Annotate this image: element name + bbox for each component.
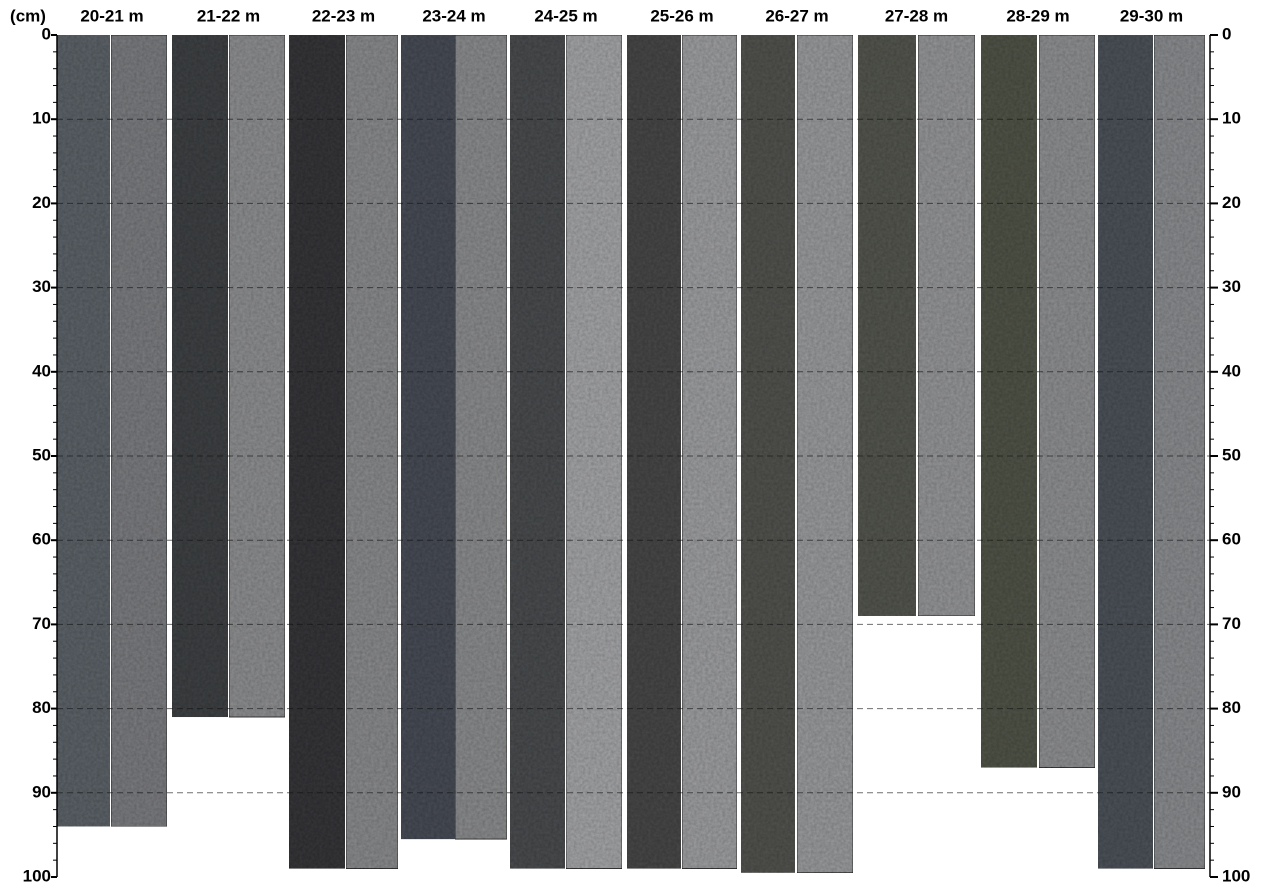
core-label: 25-26 m [650,6,713,25]
y-tick-label-left: 10 [32,109,51,128]
core-label: 22-23 m [312,6,375,25]
core-ct [455,35,507,839]
y-tick-label-right: 50 [1222,445,1241,464]
core-photo [627,35,681,869]
y-tick-label-right: 10 [1222,109,1241,128]
core-label: 26-27 m [765,6,828,25]
core-photo [289,35,345,869]
core-label: 24-25 m [534,6,597,25]
y-tick-label-left: 30 [32,277,51,296]
y-tick-label-left: 50 [32,445,51,464]
core-photo [57,35,110,826]
core-ct [918,35,975,616]
core-figure: (cm) 20-21 m 21-22 m 22-23 m 23-24 m 24-25 m… [0,0,1264,891]
core-label: 29-30 m [1120,6,1183,25]
y-tick-label-right: 40 [1222,361,1241,380]
y-tick-label-left: 40 [32,361,51,380]
core-ct [1039,35,1095,768]
y-tick-label-left: 100 [23,866,51,885]
y-tick-label-right: 30 [1222,277,1241,296]
y-tick-label-right: 80 [1222,698,1241,717]
core-photo [172,35,228,717]
core-label: 28-29 m [1006,6,1069,25]
core-ct [111,35,167,826]
y-tick-label-right: 70 [1222,614,1241,633]
core-ct [229,35,285,717]
y-tick-label-left: 0 [42,24,51,43]
core-ct [566,35,622,869]
unit-label: (cm) [10,6,46,25]
y-tick-label-right: 20 [1222,193,1241,212]
core-label: 27-28 m [885,6,948,25]
y-tick-label-left: 20 [32,193,51,212]
core-photo [510,35,565,869]
core-photo [858,35,916,616]
core-ct [1154,35,1205,869]
core-label: 23-24 m [422,6,485,25]
core-label: 20-21 m [80,6,143,25]
core-photo [741,35,795,873]
y-tick-label-right: 100 [1222,866,1250,885]
y-tick-label-left: 80 [32,698,51,717]
core-photo [1098,35,1153,869]
core-ct [346,35,398,869]
core-photo [401,35,455,839]
y-tick-label-right: 60 [1222,530,1241,549]
core-ct [797,35,853,873]
y-tick-label-right: 0 [1222,24,1231,43]
core-ct [682,35,737,869]
y-tick-label-left: 70 [32,614,51,633]
y-tick-label-left: 90 [32,782,51,801]
y-tick-label-right: 90 [1222,782,1241,801]
core-label: 21-22 m [197,6,260,25]
y-tick-label-left: 60 [32,530,51,549]
core-photo [981,35,1037,768]
